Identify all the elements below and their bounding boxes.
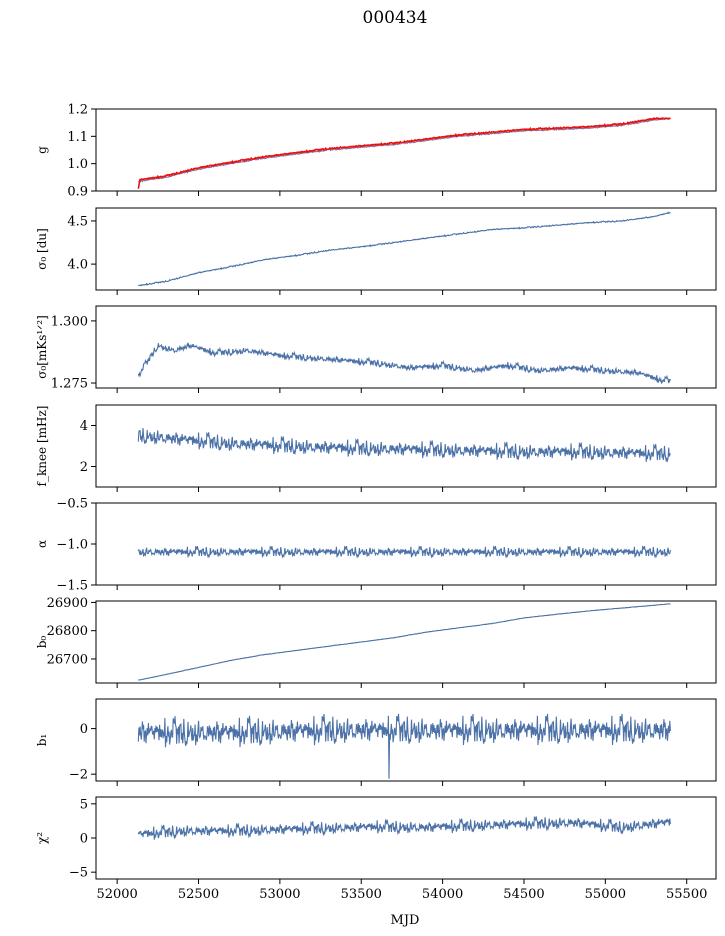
panel-b1: −2 0 b₁ [35, 698, 717, 786]
panel-g: 0.9 1.0 1.1 1.2 g [35, 103, 717, 200]
x-tick-label: 55500 [666, 887, 707, 902]
panel-b0: 26700 26800 26900 b₀ [35, 596, 717, 688]
y-tick-label: 1.275 [51, 377, 88, 392]
y-tick-label: 4.5 [67, 214, 88, 229]
y-axis-label-sigma0-mks: σ₀[mKs¹ᐟ²] [35, 315, 49, 379]
y-tick-label: −0.5 [56, 497, 88, 512]
axes-frame [95, 108, 717, 192]
y-tick-label: 1.0 [67, 157, 88, 172]
x-tick-label: 52000 [96, 887, 137, 902]
series-line-g-model [138, 117, 671, 183]
y-tick-label: 1.300 [51, 314, 88, 329]
y-tick-label: 0.9 [67, 185, 88, 200]
y-tick-label: −2 [69, 768, 88, 783]
series-line-b1-b1 [137, 713, 671, 779]
y-axis-label-alpha: α [35, 540, 49, 548]
series-line-g-data [137, 116, 671, 189]
y-tick-label: 1.2 [67, 103, 88, 118]
y-tick-label: 1.1 [67, 130, 88, 145]
x-tick-label: 53500 [341, 887, 382, 902]
panel-sigma0-du: 4.0 4.5 σ₀ [du] [35, 207, 717, 295]
x-tick-label: 55000 [585, 887, 626, 902]
y-axis-label-g: g [35, 146, 49, 154]
y-axis-label-fknee: f_knee [mHz] [35, 406, 49, 487]
axes-frame [95, 404, 717, 488]
panel-alpha: −1.5 −1.0 −0.5 α [35, 497, 717, 594]
axes-frame [95, 305, 717, 389]
y-axis-label-chi2: χ² [35, 832, 49, 844]
y-tick-label: 26800 [47, 624, 88, 639]
panel-chi2: −5 0 5 52000 52500 53000 53500 54000 54500 55000 5… [35, 796, 717, 902]
axes-frame [95, 796, 717, 880]
y-tick-label: −1.0 [56, 538, 88, 553]
series-line-alpha-alpha [137, 545, 671, 559]
figure-title: 000434 [363, 8, 428, 28]
x-axis-label: MJD [391, 913, 420, 928]
x-tick-label: 52500 [178, 887, 219, 902]
y-tick-label: −1.5 [56, 579, 88, 594]
y-tick-label: 26900 [47, 596, 88, 611]
y-tick-label: 5 [80, 797, 88, 812]
y-axis-label-b0: b₀ [35, 636, 49, 649]
series-line-fknee-fknee [137, 427, 671, 463]
axes-frame [95, 698, 717, 782]
y-tick-label: 0 [80, 722, 88, 737]
axes-frame [95, 207, 717, 291]
axes-frame [95, 502, 717, 586]
y-tick-label: 2 [80, 460, 88, 475]
x-tick-label: 53000 [259, 887, 300, 902]
panel-fknee: 2 4 f_knee [mHz] [35, 404, 717, 492]
y-tick-label: 4.0 [67, 258, 88, 273]
axes-frame [95, 600, 717, 684]
series-line-b0-b0 [138, 603, 671, 681]
x-tick-label: 54500 [503, 887, 544, 902]
y-tick-label: −5 [69, 866, 88, 881]
series-line-chi2-chi2 [137, 815, 671, 840]
y-tick-label: 0 [80, 832, 88, 847]
y-axis-label-b1: b₁ [35, 734, 49, 747]
y-tick-label: 4 [80, 419, 88, 434]
y-axis-label-sigma0-du: σ₀ [du] [35, 228, 49, 270]
series-line-sigma0-mks-sigma0 [137, 341, 671, 385]
y-tick-label: 26700 [47, 652, 88, 667]
x-tick-label: 54000 [422, 887, 463, 902]
series-line-sigma0-du-sigma0 [138, 211, 671, 287]
